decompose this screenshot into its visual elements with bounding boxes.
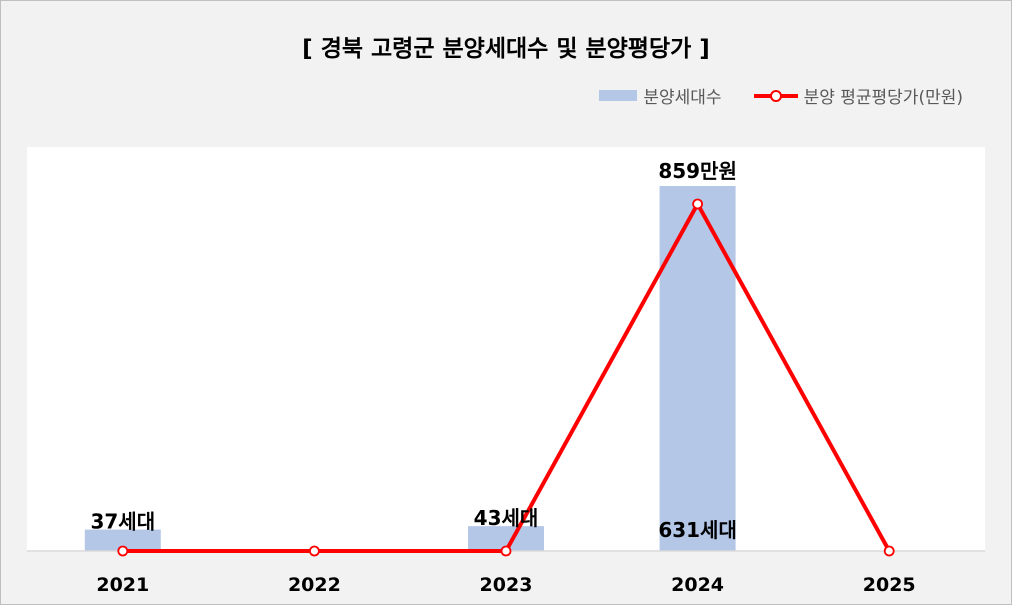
legend-label-line: 분양 평균평당가(만원) <box>803 88 963 108</box>
price-marker-2023 <box>500 545 512 557</box>
x-tick-2024: 2024 <box>671 574 724 596</box>
bar-label-2021: 37세대 <box>90 510 155 534</box>
legend-item-line: 분양 평균평당가(만원) <box>753 83 963 108</box>
line-layer <box>117 198 895 557</box>
price-marker-2025 <box>883 545 895 557</box>
price-label-2024: 859만원 <box>658 159 737 183</box>
labels-layer: 37세대 43세대 631세대 859만원 <box>90 159 736 542</box>
x-tick-2023: 2023 <box>480 574 533 596</box>
price-marker-2024 <box>692 198 703 210</box>
legend-item-bar: 분양세대수 <box>599 83 722 108</box>
legend: 분양세대수 분양 평균평당가(만원) <box>567 83 963 108</box>
legend-line-swatch <box>753 86 798 106</box>
bar-label-2023: 43세대 <box>474 506 539 530</box>
bar-2024 <box>659 186 736 551</box>
ticks-layer: 2021 2022 2023 2024 2025 <box>96 574 915 596</box>
legend-bar-swatch <box>599 90 638 101</box>
x-tick-2022: 2022 <box>288 574 341 596</box>
x-tick-2025: 2025 <box>863 574 916 596</box>
x-tick-2021: 2021 <box>96 574 149 596</box>
bar-2021 <box>84 529 161 551</box>
price-marker-2022 <box>308 545 320 557</box>
chart-title: [ 경북 고령군 분양세대수 및 분양평당가 ] <box>302 36 710 62</box>
price-marker-2021 <box>117 545 129 557</box>
legend-label-bar: 분양세대수 <box>643 88 722 108</box>
plot-area <box>27 147 985 551</box>
bar-label-2024: 631세대 <box>658 518 737 542</box>
